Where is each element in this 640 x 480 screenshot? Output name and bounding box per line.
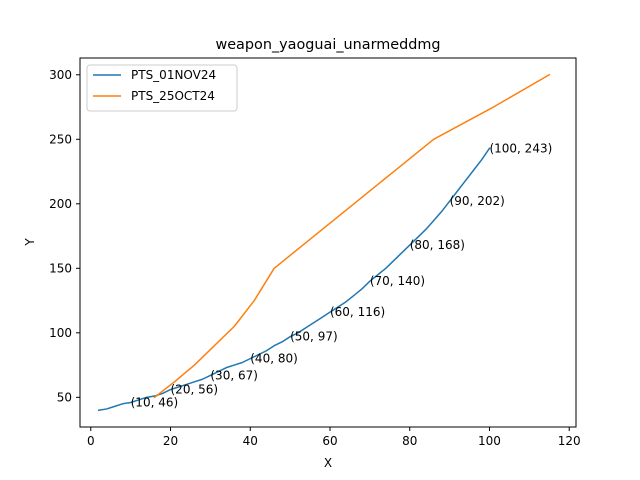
x-tick-label: 60 <box>322 434 337 448</box>
data-label-5: (50, 97) <box>290 330 338 344</box>
data-label-7: (70, 140) <box>370 274 425 288</box>
chart-title: weapon_yaoguai_unarmeddmg <box>215 37 440 53</box>
data-label-2: (20, 56) <box>171 383 219 397</box>
x-tick-label: 20 <box>163 434 178 448</box>
data-label-1: (10, 46) <box>131 395 179 409</box>
y-tick-label: 300 <box>49 68 72 82</box>
x-axis: 0 20 40 60 80 100 120 <box>87 427 581 448</box>
y-tick-label: 150 <box>49 261 72 275</box>
legend-label-1: PTS_01NOV24 <box>131 68 216 82</box>
x-axis-label: X <box>324 456 332 470</box>
x-tick-label: 40 <box>243 434 258 448</box>
axes-frame <box>79 57 577 428</box>
x-tick-label: 100 <box>478 434 501 448</box>
x-tick-label: 0 <box>87 434 95 448</box>
y-tick-label: 250 <box>49 132 72 146</box>
data-label-6: (60, 116) <box>330 305 385 319</box>
series-line-1 <box>97 147 491 412</box>
x-tick-label: 120 <box>558 434 581 448</box>
series-line-2 <box>153 73 551 399</box>
x-tick-label: 80 <box>402 434 417 448</box>
legend: PTS_01NOV24 PTS_25OCT24 <box>86 64 238 112</box>
data-label-8: (80, 168) <box>410 238 465 252</box>
y-tick-label: 200 <box>49 197 72 211</box>
data-label-10: (100, 243) <box>489 141 552 155</box>
y-tick-label: 100 <box>49 326 72 340</box>
y-axis: 50 100 150 200 250 300 <box>49 68 80 404</box>
legend-label-2: PTS_25OCT24 <box>131 89 215 103</box>
y-tick-label: 50 <box>57 390 72 404</box>
data-label-9: (90, 202) <box>450 194 505 208</box>
data-label-4: (40, 80) <box>250 352 298 366</box>
legend-box <box>86 64 238 112</box>
data-label-3: (30, 67) <box>210 368 258 382</box>
plot-area: (10, 46)(20, 56)(30, 67) (40, 80) (50, 97)… <box>97 73 552 412</box>
y-axis-label: Y <box>23 238 37 247</box>
